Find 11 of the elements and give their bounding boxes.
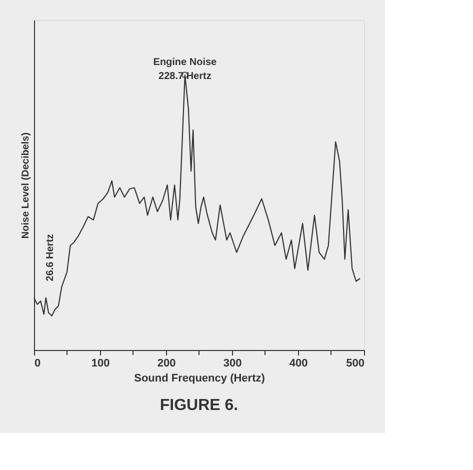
x-tick-label: 200 (157, 358, 176, 370)
x-tick-label: 400 (289, 358, 308, 370)
x-tick-label: 500 (346, 358, 364, 370)
annotation: 26.6 Hertz (45, 234, 56, 282)
annotation: Engine Noise 228.7 Hertz (153, 57, 218, 82)
y-axis-title: Noise Level (Decibels) (20, 132, 32, 239)
x-axis-title: Sound Frequency (Hertz) (134, 372, 266, 384)
text: FIGURE 6. (160, 397, 238, 414)
x-tick-label: 100 (91, 358, 110, 370)
x-tick-label: 0 (34, 358, 41, 370)
x-tick-label: 300 (223, 358, 242, 370)
